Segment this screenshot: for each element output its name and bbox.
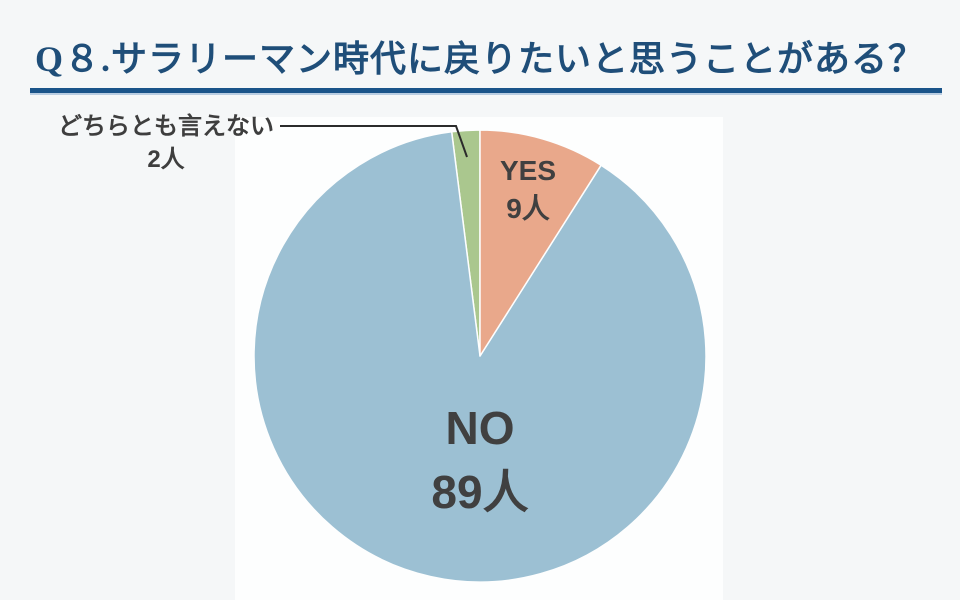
label-no-text: NO — [445, 402, 515, 454]
label-no: NO 89人 — [388, 396, 572, 524]
label-undecided-text: どちらとも言えない — [58, 113, 274, 140]
callout-leader-line — [280, 125, 468, 158]
title-underline — [30, 88, 942, 95]
page-title: Q８.サラリーマン時代に戻りたいと思うことがある？ — [35, 39, 926, 79]
label-yes: YES 9人 — [488, 152, 568, 228]
label-undecided: どちらとも言えない 2人 — [38, 110, 294, 176]
label-yes-text: YES — [499, 155, 557, 186]
pie-slice-no — [253, 131, 707, 583]
label-yes-count: 9人 — [506, 193, 550, 224]
label-no-count: 89人 — [431, 466, 529, 518]
label-undecided-count: 2人 — [147, 146, 185, 173]
pie-slice-yes — [479, 129, 602, 357]
